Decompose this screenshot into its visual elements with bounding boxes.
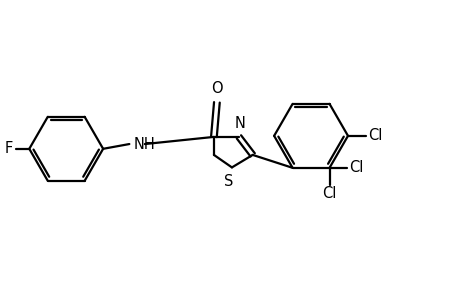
Text: NH: NH bbox=[134, 136, 156, 152]
Text: O: O bbox=[211, 81, 222, 96]
Text: Cl: Cl bbox=[367, 128, 381, 143]
Text: F: F bbox=[5, 141, 13, 156]
Text: Cl: Cl bbox=[322, 186, 336, 201]
Text: S: S bbox=[224, 174, 233, 189]
Text: N: N bbox=[234, 116, 245, 131]
Text: Cl: Cl bbox=[348, 160, 363, 175]
